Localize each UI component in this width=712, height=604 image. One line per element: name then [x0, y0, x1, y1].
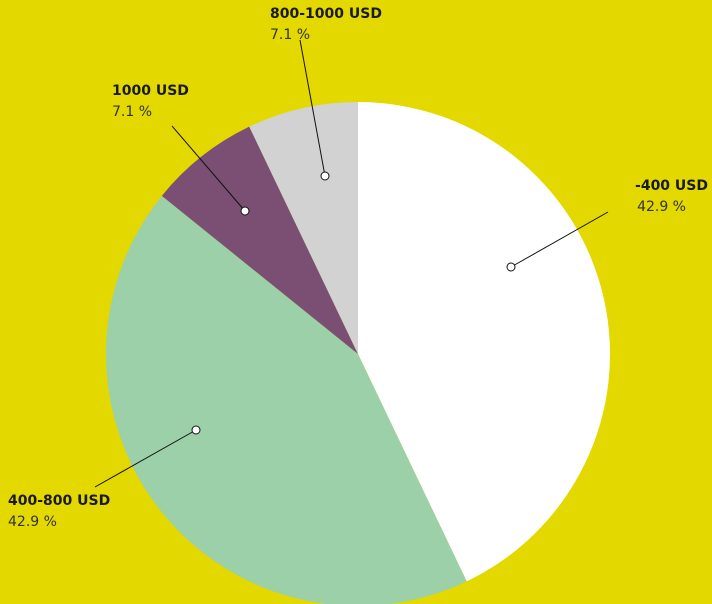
leader-dot	[506, 262, 516, 272]
pie-slice	[249, 102, 358, 354]
leader-line	[510, 211, 609, 268]
slice-label: -400 USD	[635, 178, 708, 194]
pie-slice	[106, 195, 467, 604]
slice-value-label: 7.1 %	[112, 104, 152, 120]
leader-line	[94, 429, 197, 488]
leader-dot	[191, 425, 201, 435]
slice-value-label: 7.1 %	[270, 27, 310, 43]
slice-label: 800-1000 USD	[270, 6, 382, 22]
leader-line	[171, 125, 246, 212]
slice-value-label: 42.9 %	[637, 199, 686, 215]
leader-line	[299, 39, 326, 177]
leader-dot	[320, 171, 330, 181]
slice-label: 400-800 USD	[8, 493, 110, 509]
pie-slice	[161, 126, 358, 355]
slice-value-label: 42.9 %	[8, 514, 57, 530]
pie-slice	[358, 102, 611, 582]
slice-label: 1000 USD	[112, 83, 189, 99]
leader-dot	[240, 206, 250, 216]
